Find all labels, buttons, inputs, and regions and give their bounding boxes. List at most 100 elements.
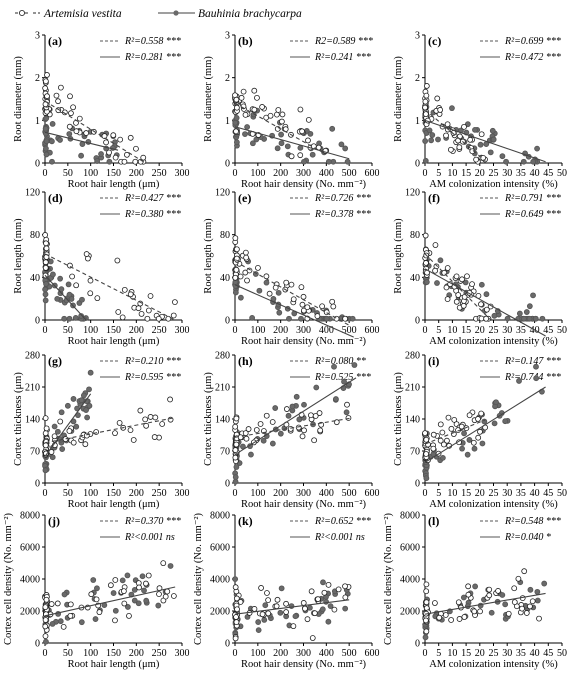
x-tick-label: 35 (516, 648, 526, 659)
point-artemisia (511, 599, 518, 606)
point-bauhinia (48, 138, 55, 145)
point-artemisia (266, 290, 273, 297)
point-artemisia (121, 158, 128, 165)
point-bauhinia (462, 279, 469, 286)
point-artemisia (312, 413, 319, 419)
y-tick-label: 3 (35, 31, 40, 42)
point-artemisia (251, 87, 258, 94)
point-artemisia (273, 111, 280, 118)
point-artemisia (170, 312, 177, 319)
y-tick-label: 2 (35, 73, 40, 84)
point-artemisia (486, 586, 493, 593)
point-artemisia (274, 125, 281, 132)
point-bauhinia (135, 600, 142, 607)
fit-line-artemisia (234, 260, 350, 326)
point-artemisia (101, 133, 108, 139)
point-artemisia (308, 412, 314, 419)
point-bauhinia (63, 297, 70, 304)
y-tick-label: 8000 (20, 511, 40, 522)
point-bauhinia (42, 286, 49, 293)
point-artemisia (453, 298, 460, 305)
stat-label: R²<0.001 ns (124, 532, 175, 543)
x-tick-label: 400 (319, 325, 334, 336)
point-artemisia (76, 115, 83, 122)
point-artemisia (422, 617, 429, 624)
point-artemisia (57, 84, 64, 91)
point-bauhinia (429, 132, 436, 138)
x-tick-label: 35 (516, 488, 526, 499)
y-tick-label: 3 (415, 31, 420, 42)
point-artemisia (144, 315, 151, 322)
point-artemisia (325, 581, 332, 588)
point-artemisia (527, 603, 533, 610)
y-axis-label: Root length (mm) (203, 218, 214, 294)
panel-label: (a) (48, 34, 62, 48)
point-artemisia (269, 419, 276, 425)
point-artemisia (43, 596, 50, 603)
x-axis-label: Root hair density (No. mm⁻²) (241, 179, 367, 190)
x-tick-label: 40 (530, 168, 540, 179)
point-bauhinia (527, 586, 534, 593)
point-bauhinia (329, 125, 336, 132)
y-tick-label: 4000 (20, 575, 40, 586)
point-bauhinia (98, 151, 104, 157)
point-bauhinia (43, 145, 49, 152)
point-bauhinia (57, 618, 64, 625)
point-bauhinia (54, 295, 61, 302)
point-artemisia (48, 601, 55, 607)
point-artemisia (70, 104, 76, 111)
point-artemisia (245, 426, 252, 432)
point-artemisia (432, 600, 438, 606)
stat-label: R²=0.147 *** (504, 356, 561, 367)
point-bauhinia (94, 158, 101, 164)
point-artemisia (82, 441, 89, 448)
point-bauhinia (167, 563, 174, 569)
point-artemisia (119, 314, 126, 321)
point-artemisia (232, 454, 239, 461)
x-tick-label: 40 (530, 648, 540, 659)
point-bauhinia (491, 312, 498, 319)
stat-label: R²=0.040 * (504, 532, 551, 543)
point-bauhinia (520, 158, 527, 165)
point-artemisia (135, 305, 142, 312)
point-artemisia (443, 132, 449, 139)
point-artemisia (461, 123, 467, 130)
point-artemisia (432, 242, 439, 248)
y-axis-label: Cortex cell density (No. mm⁻²) (3, 512, 14, 645)
y-tick-label: 210 (215, 383, 230, 394)
x-axis-label: Root hair density (No. mm⁻²) (241, 659, 367, 670)
y-tick-label: 280 (405, 351, 420, 362)
point-artemisia (165, 315, 172, 322)
x-tick-label: 100 (250, 488, 265, 499)
point-bauhinia (260, 437, 267, 444)
point-artemisia (309, 635, 316, 641)
x-tick-label: 0 (233, 488, 238, 499)
y-tick-label: 0 (35, 159, 40, 170)
point-artemisia (302, 605, 308, 612)
point-bauhinia (248, 451, 254, 458)
point-bauhinia (323, 598, 329, 605)
x-tick-label: 50 (557, 325, 567, 336)
x-axis-label: Root hair density (No. mm⁻²) (241, 336, 367, 347)
point-bauhinia (483, 291, 490, 298)
point-bauhinia (426, 127, 433, 134)
x-tick-label: 50 (63, 488, 73, 499)
point-bauhinia (499, 153, 506, 160)
point-bauhinia (61, 315, 68, 322)
point-bauhinia (70, 396, 77, 402)
point-artemisia (42, 259, 49, 266)
point-bauhinia (423, 475, 430, 482)
y-tick-label: 2000 (400, 607, 420, 618)
point-bauhinia (292, 613, 299, 620)
point-artemisia (432, 267, 439, 274)
point-artemisia (422, 98, 429, 105)
point-bauhinia (57, 275, 64, 282)
point-bauhinia (73, 423, 80, 430)
y-tick-label: 0 (415, 159, 420, 170)
point-artemisia (305, 116, 312, 123)
point-artemisia (423, 628, 430, 635)
y-tick-label: 0 (415, 479, 420, 490)
point-bauhinia (521, 315, 527, 322)
point-bauhinia (351, 362, 358, 368)
